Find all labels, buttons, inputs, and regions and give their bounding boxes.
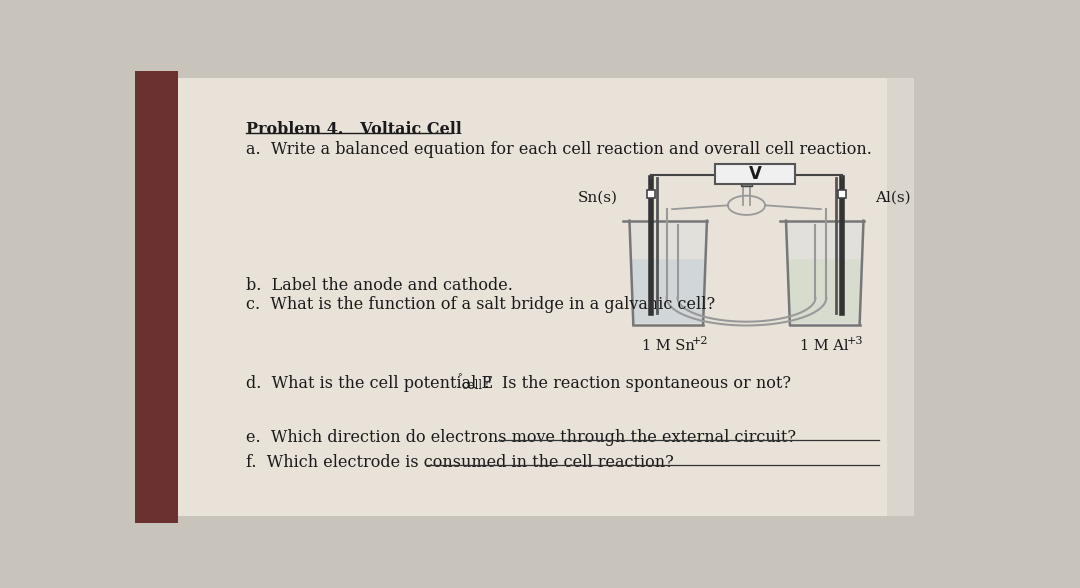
Text: e.  Which direction do electrons move through the external circuit?: e. Which direction do electrons move thr… [246, 429, 796, 446]
Text: 1 M Sn: 1 M Sn [642, 339, 694, 353]
Polygon shape [787, 259, 862, 323]
Bar [715, 163, 795, 183]
Bar [177, 78, 914, 516]
Text: d.  What is the cell potential E: d. What is the cell potential E [246, 375, 492, 392]
Text: +2: +2 [691, 336, 708, 346]
Text: ?  Is the reaction spontaneous or not?: ? Is the reaction spontaneous or not? [483, 375, 791, 392]
Polygon shape [630, 220, 707, 325]
Text: Al(s): Al(s) [875, 191, 910, 205]
Bar [647, 190, 656, 198]
Bar [135, 71, 177, 523]
Text: cell: cell [461, 379, 483, 392]
Text: Sn(s): Sn(s) [578, 191, 618, 205]
Text: V: V [748, 165, 761, 183]
Text: Problem 4.   Voltaic Cell: Problem 4. Voltaic Cell [246, 121, 461, 138]
Text: c.  What is the function of a salt bridge in a galvanic cell?: c. What is the function of a salt bridge… [246, 296, 715, 313]
Polygon shape [631, 259, 705, 323]
Bar [838, 190, 846, 198]
Text: °: ° [457, 373, 461, 382]
Text: 1 M Al: 1 M Al [800, 339, 849, 353]
Text: +3: +3 [847, 336, 863, 346]
Polygon shape [786, 220, 864, 325]
Text: b.  Label the anode and cathode.: b. Label the anode and cathode. [246, 277, 513, 294]
Text: a.  Write a balanced equation for each cell reaction and overall cell reaction.: a. Write a balanced equation for each ce… [246, 141, 872, 158]
Bar [887, 78, 914, 516]
Text: f.  Which electrode is consumed in the cell reaction?: f. Which electrode is consumed in the ce… [246, 454, 674, 471]
Bar [741, 178, 752, 186]
